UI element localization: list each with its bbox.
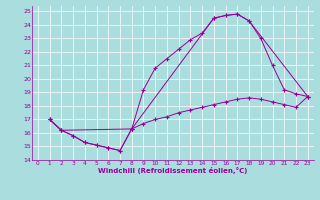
X-axis label: Windchill (Refroidissement éolien,°C): Windchill (Refroidissement éolien,°C) (98, 167, 247, 174)
